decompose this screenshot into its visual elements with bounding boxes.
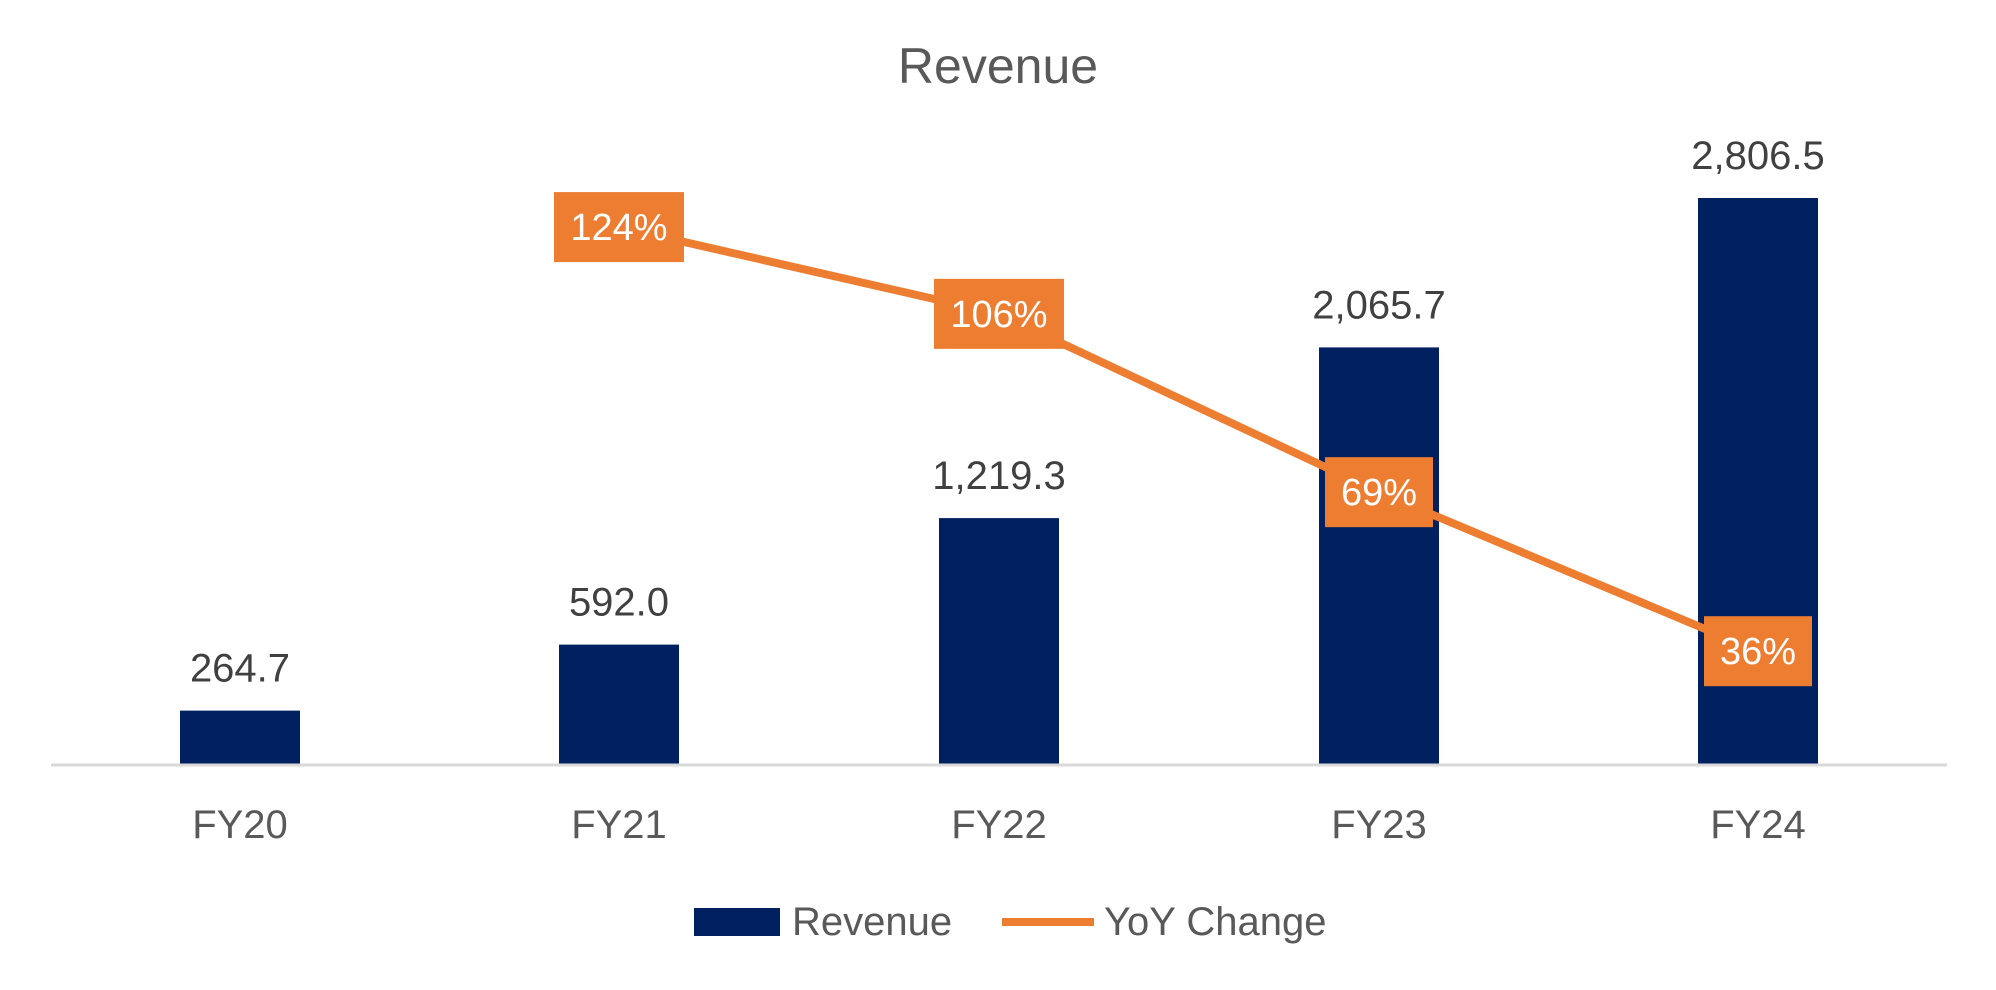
- yoy-data-label: 124%: [570, 207, 667, 249]
- bar-value-label: 2,065.7: [1312, 283, 1445, 327]
- x-tick-label: FY23: [1331, 803, 1427, 847]
- bar-value-label: 1,219.3: [932, 454, 1065, 498]
- legend-revenue-label: Revenue: [792, 900, 952, 944]
- x-tick-label: FY24: [1710, 803, 1806, 847]
- yoy-data-label: 36%: [1720, 631, 1796, 673]
- revenue-bar: [939, 518, 1059, 764]
- revenue-bar: [559, 644, 679, 764]
- chart-title: Revenue: [898, 38, 1098, 94]
- bar-value-label: 2,806.5: [1691, 134, 1824, 178]
- x-tick-label: FY22: [951, 803, 1047, 847]
- legend: Revenue YoY Change: [694, 900, 1326, 944]
- yoy-data-label-box: [1704, 616, 1812, 687]
- x-axis-tick-labels: FY20 FY21 FY22 FY23 FY24: [192, 803, 1806, 847]
- yoy-data-label-box: [934, 278, 1064, 349]
- x-tick-label: FY20: [192, 803, 288, 847]
- legend-revenue-swatch: [694, 908, 780, 936]
- revenue-bar: [1319, 347, 1439, 764]
- yoy-data-label: 106%: [950, 294, 1047, 336]
- yoy-change-line: [618, 223, 1760, 655]
- bar-value-label: 592.0: [569, 581, 669, 625]
- bar-value-label: 264.7: [190, 647, 290, 691]
- revenue-bar: [180, 710, 300, 764]
- yoy-change-series: 124% 106% 69% 36%: [554, 192, 1812, 687]
- bar-data-labels: 264.7 592.0 1,219.3 2,065.7 2,806.5: [190, 134, 1825, 691]
- legend-yoy-label: YoY Change: [1104, 900, 1326, 944]
- yoy-data-label: 69%: [1341, 472, 1417, 514]
- yoy-data-label-box: [1325, 457, 1433, 528]
- x-tick-label: FY21: [571, 803, 667, 847]
- yoy-data-label-box: [554, 192, 684, 263]
